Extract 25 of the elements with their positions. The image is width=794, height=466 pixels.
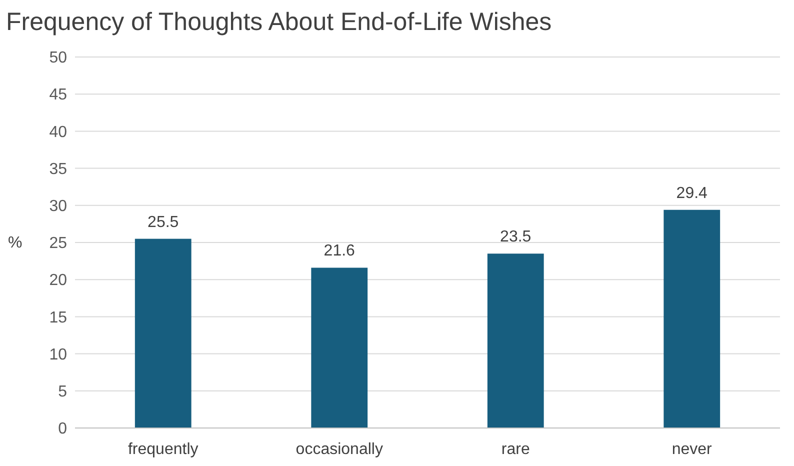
y-tick-label: 50 <box>49 50 68 67</box>
y-tick-label: 40 <box>49 124 68 141</box>
bar <box>664 210 720 428</box>
chart-title: Frequency of Thoughts About End-of-Life Wishes <box>6 8 552 36</box>
y-tick-label: 20 <box>49 272 68 290</box>
bar <box>311 268 368 428</box>
bar <box>134 238 192 428</box>
y-tick-label: 15 <box>49 309 68 326</box>
y-tick-label: 0 <box>58 420 68 438</box>
y-tick-label: 35 <box>49 160 68 178</box>
data-label: 23.5 <box>500 228 532 246</box>
bar <box>487 254 544 428</box>
y-tick-label: 45 <box>49 86 68 104</box>
x-tick-label: rare <box>501 441 530 458</box>
y-axis-title: % <box>8 234 22 252</box>
data-label: 21.6 <box>324 242 356 260</box>
y-tick-label: 30 <box>49 198 68 215</box>
x-tick-label: never <box>672 441 713 458</box>
y-tick-label: 5 <box>58 384 68 400</box>
data-label: 29.4 <box>676 184 708 202</box>
x-tick-label: occasionally <box>296 441 383 458</box>
x-tick-label: frequently <box>128 441 198 458</box>
y-tick-label: 25 <box>49 235 68 252</box>
y-tick-label: 10 <box>49 346 68 364</box>
data-label: 25.5 <box>148 214 179 231</box>
